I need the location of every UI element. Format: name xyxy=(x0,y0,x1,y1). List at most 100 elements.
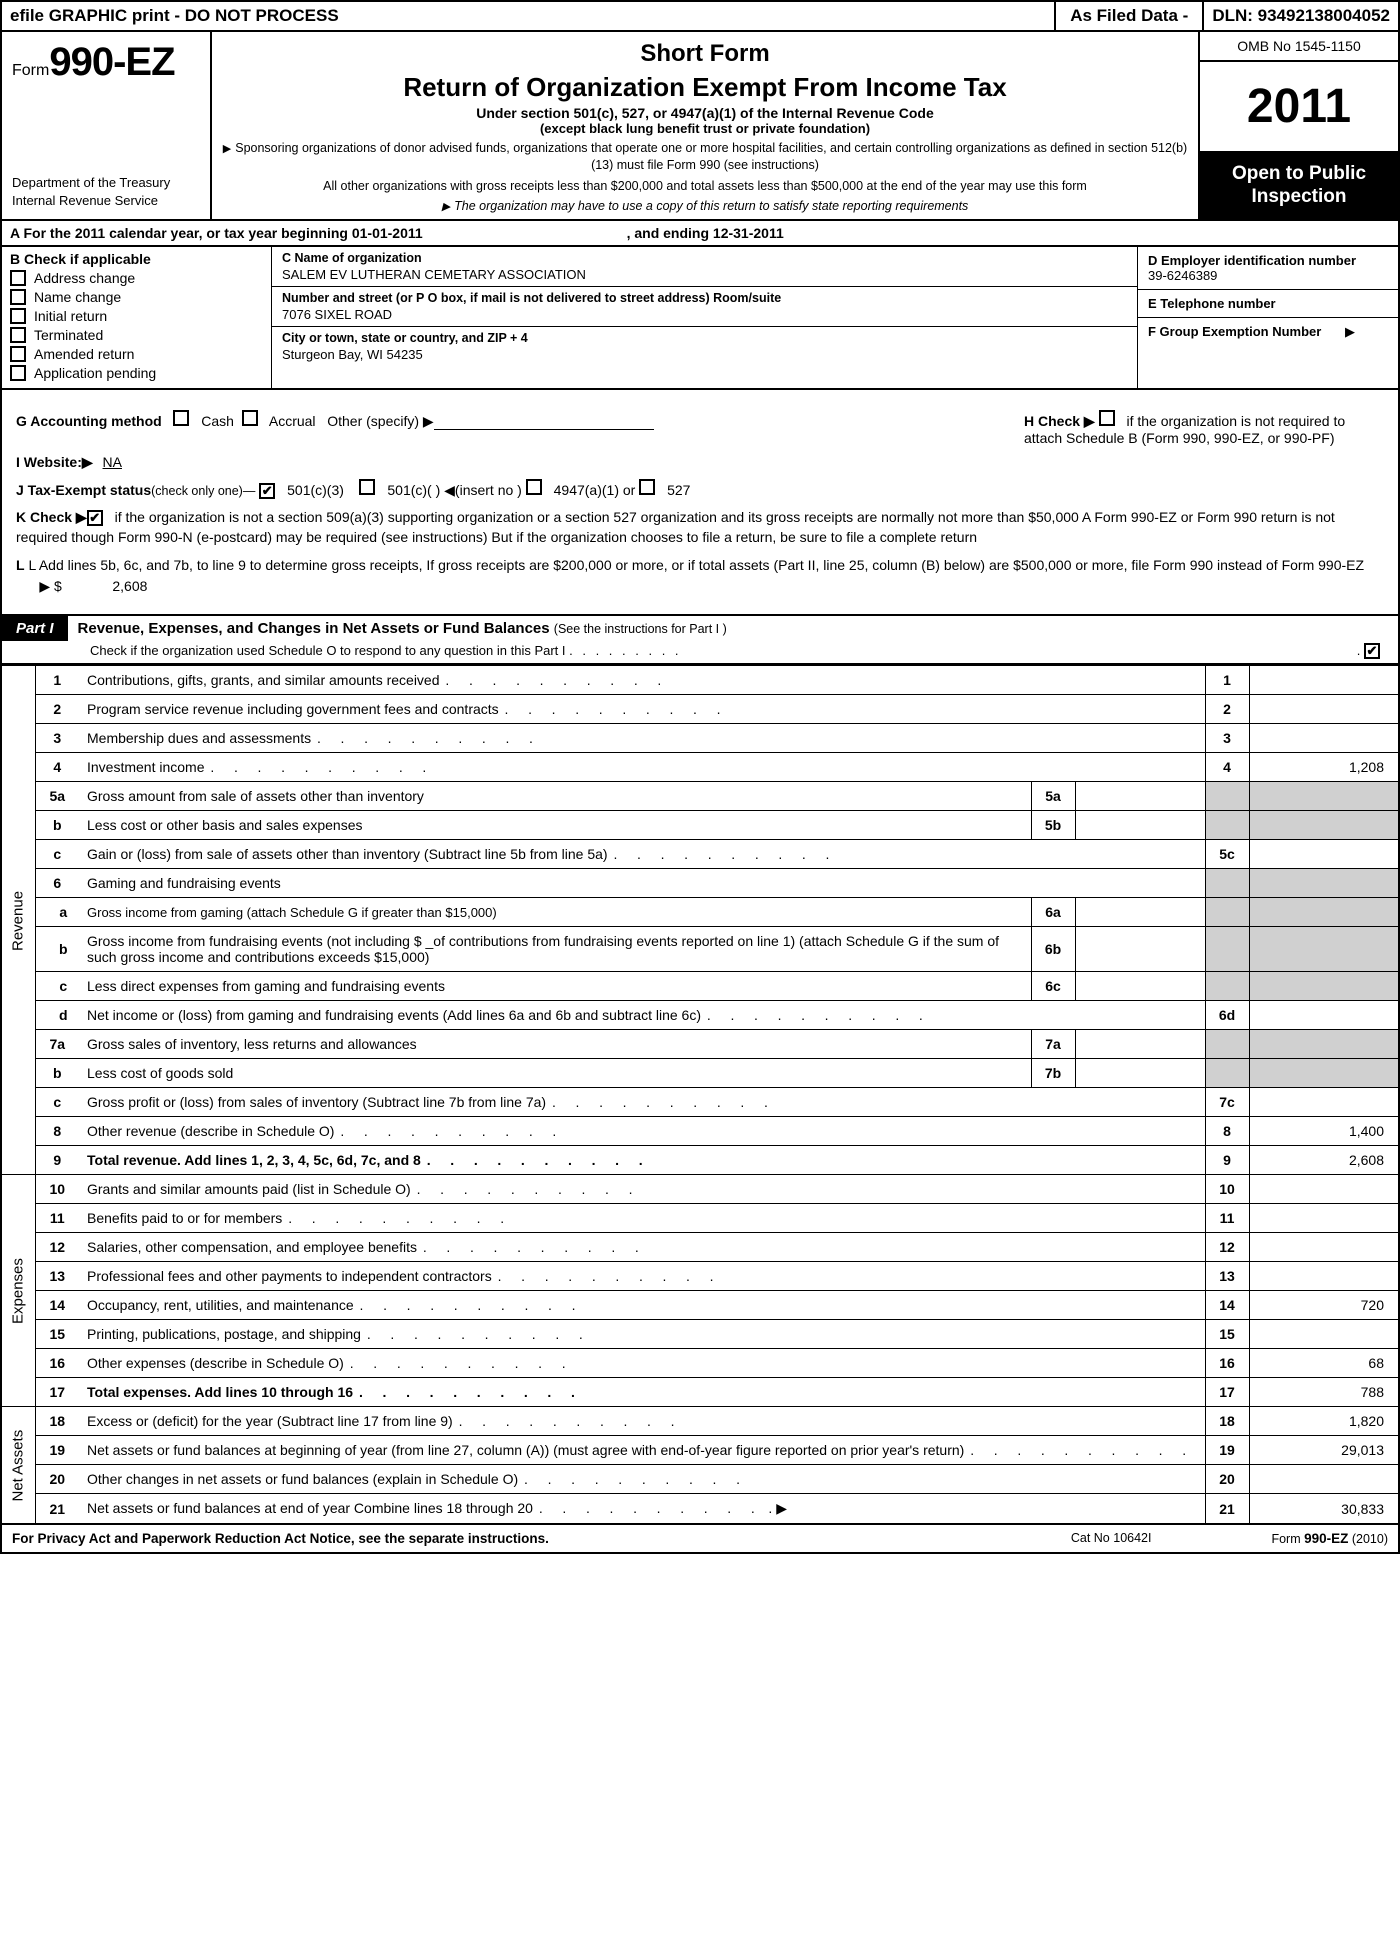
line-desc: Net income or (loss) from gaming and fun… xyxy=(79,1001,1205,1030)
line-number: d xyxy=(35,1001,79,1030)
line-number: 20 xyxy=(35,1465,79,1494)
col-b-item-label: Initial return xyxy=(34,308,107,324)
col-b-checkbox[interactable] xyxy=(10,270,26,286)
line-amt xyxy=(1249,1262,1399,1291)
except-text: (except black lung benefit trust or priv… xyxy=(222,121,1188,136)
line-desc: Other revenue (describe in Schedule O) xyxy=(79,1117,1205,1146)
schedule-o-checkbox[interactable]: ✔ xyxy=(1364,643,1380,659)
line-desc: Less direct expenses from gaming and fun… xyxy=(79,972,1031,1001)
sub-line-box: 6b xyxy=(1031,927,1075,972)
row-k: K Check ▶✔ if the organization is not a … xyxy=(16,507,1384,548)
line-desc: Professional fees and other payments to … xyxy=(79,1262,1205,1291)
form-number: Form990-EZ xyxy=(12,40,200,85)
row-a-ending: , and ending 12-31-2011 xyxy=(627,225,784,241)
top-bar: efile GRAPHIC print - DO NOT PROCESS As … xyxy=(0,0,1400,32)
line-box: 13 xyxy=(1205,1262,1249,1291)
line-box: 10 xyxy=(1205,1175,1249,1204)
j-527-checkbox[interactable] xyxy=(639,479,655,495)
sub-line-amt xyxy=(1075,1059,1205,1088)
col-b-checkbox[interactable] xyxy=(10,346,26,362)
row-g-h: G Accounting method Cash Accrual Other (… xyxy=(16,410,1384,446)
line-desc: Gross income from gaming (attach Schedul… xyxy=(79,898,1031,927)
sub-line-box: 6a xyxy=(1031,898,1075,927)
line-number: 2 xyxy=(35,695,79,724)
row-a-text: For the 2011 calendar year, or tax year … xyxy=(23,225,422,241)
line-number: 21 xyxy=(35,1494,79,1525)
footer-left: For Privacy Act and Paperwork Reduction … xyxy=(12,1531,1071,1546)
line-amt xyxy=(1249,1204,1399,1233)
department: Department of the Treasury Internal Reve… xyxy=(12,174,200,210)
line-number: 13 xyxy=(35,1262,79,1291)
line-box: 4 xyxy=(1205,753,1249,782)
col-b-item-label: Name change xyxy=(34,289,121,305)
line-row: 4Investment income41,208 xyxy=(1,753,1399,782)
h-checkbox[interactable] xyxy=(1099,410,1115,426)
topbar-mid: As Filed Data - xyxy=(1054,2,1204,30)
col-d: D Employer identification number 39-6246… xyxy=(1138,247,1398,388)
sub-line-box: 5a xyxy=(1031,782,1075,811)
line-number: c xyxy=(35,1088,79,1117)
line-row: 6Gaming and fundraising events xyxy=(1,869,1399,898)
line-number: 8 xyxy=(35,1117,79,1146)
line-number: 10 xyxy=(35,1175,79,1204)
j-501c-checkbox[interactable] xyxy=(359,479,375,495)
line-amt-grey xyxy=(1249,869,1399,898)
group-exempt-cell: F Group Exemption Number ▶ xyxy=(1138,318,1398,388)
line-box: 21 xyxy=(1205,1494,1249,1525)
city-value: Sturgeon Bay, WI 54235 xyxy=(282,347,1127,362)
line-number: 1 xyxy=(35,666,79,695)
topbar-dln: DLN: 93492138004052 xyxy=(1204,2,1398,30)
k-checkbox[interactable]: ✔ xyxy=(87,510,103,526)
line-number: 17 xyxy=(35,1378,79,1407)
j-501c3-checkbox[interactable]: ✔ xyxy=(259,483,275,499)
under-section: Under section 501(c), 527, or 4947(a)(1)… xyxy=(222,105,1188,121)
row-j: J Tax-Exempt status(check only one)— ✔ 5… xyxy=(16,479,1384,499)
line-number: 5a xyxy=(35,782,79,811)
col-b-checkbox[interactable] xyxy=(10,365,26,381)
line-box-grey xyxy=(1205,782,1249,811)
line-row: Expenses10Grants and similar amounts pai… xyxy=(1,1175,1399,1204)
other-specify-input[interactable] xyxy=(434,414,654,429)
accrual-checkbox[interactable] xyxy=(242,410,258,426)
ein-label: D Employer identification number xyxy=(1148,253,1388,268)
part1-header: Part I Revenue, Expenses, and Changes in… xyxy=(0,616,1400,666)
line-desc: Contributions, gifts, grants, and simila… xyxy=(79,666,1205,695)
row-l: L L Add lines 5b, 6c, and 7b, to line 9 … xyxy=(16,555,1384,596)
col-b-checkbox[interactable] xyxy=(10,327,26,343)
line-row: 3Membership dues and assessments3 xyxy=(1,724,1399,753)
line-box: 5c xyxy=(1205,840,1249,869)
col-b-item: Terminated xyxy=(10,327,263,343)
line-box-grey xyxy=(1205,927,1249,972)
cash-checkbox[interactable] xyxy=(173,410,189,426)
line-desc: Gaming and fundraising events xyxy=(79,869,1205,898)
line-row: 15Printing, publications, postage, and s… xyxy=(1,1320,1399,1349)
sub-line-box: 5b xyxy=(1031,811,1075,840)
street-cell: Number and street (or P O box, if mail i… xyxy=(272,287,1137,327)
col-b-checkbox[interactable] xyxy=(10,308,26,324)
form-number-value: 990-EZ xyxy=(49,40,174,84)
line-amt: 68 xyxy=(1249,1349,1399,1378)
line-row: 14Occupancy, rent, utilities, and mainte… xyxy=(1,1291,1399,1320)
sub-line-box: 7b xyxy=(1031,1059,1075,1088)
footer-right: Form 990-EZ (2010) xyxy=(1271,1531,1388,1546)
j-4947-checkbox[interactable] xyxy=(526,479,542,495)
line-row: bLess cost or other basis and sales expe… xyxy=(1,811,1399,840)
line-amt xyxy=(1249,695,1399,724)
return-title: Return of Organization Exempt From Incom… xyxy=(222,72,1188,103)
line-desc: Gross amount from sale of assets other t… xyxy=(79,782,1031,811)
open-to-public: Open to Public Inspection xyxy=(1200,153,1398,219)
col-b-checkbox[interactable] xyxy=(10,289,26,305)
line-number: c xyxy=(35,972,79,1001)
line-amt-grey xyxy=(1249,811,1399,840)
org-name-label: C Name of organization xyxy=(282,251,1127,265)
line-desc: Gross profit or (loss) from sales of inv… xyxy=(79,1088,1205,1117)
row-a: A For the 2011 calendar year, or tax yea… xyxy=(0,221,1400,247)
ein-value: 39-6246389 xyxy=(1148,268,1388,283)
row-g: G Accounting method Cash Accrual Other (… xyxy=(16,410,654,446)
line-box: 1 xyxy=(1205,666,1249,695)
col-b-heading: B Check if applicable xyxy=(10,251,263,267)
line-desc: Occupancy, rent, utilities, and maintena… xyxy=(79,1291,1205,1320)
line-desc: Net assets or fund balances at end of ye… xyxy=(79,1494,1205,1525)
fine-print-3: The organization may have to use a copy … xyxy=(222,199,1188,213)
line-number: 18 xyxy=(35,1407,79,1436)
